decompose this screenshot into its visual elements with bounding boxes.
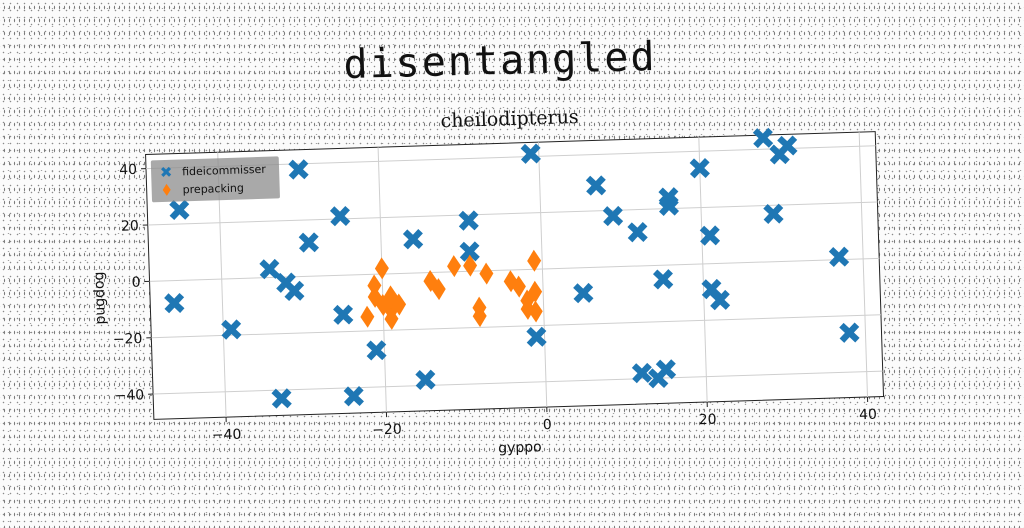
y-tick-label: −40 — [114, 387, 144, 404]
x-tick-label: −20 — [372, 422, 402, 439]
y-tick-label: 20 — [121, 218, 139, 235]
legend: fideicommisser prepacking — [151, 156, 280, 202]
legend-label: fideicommisser — [182, 163, 267, 179]
legend-label: prepacking — [182, 181, 244, 196]
y-axis-label: pugdog — [91, 271, 109, 324]
x-tick-label: 40 — [859, 407, 877, 424]
x-axis-label: gyppo — [498, 439, 542, 456]
chart-title: cheilodipterus — [440, 106, 579, 132]
y-tick-label: −20 — [113, 331, 143, 348]
x-tick-label: 0 — [543, 417, 552, 433]
x-tick-label: 20 — [699, 412, 717, 429]
x-tick-label: −40 — [212, 427, 242, 444]
y-tick-label: 0 — [131, 275, 140, 291]
y-tick-label: 40 — [119, 162, 137, 179]
